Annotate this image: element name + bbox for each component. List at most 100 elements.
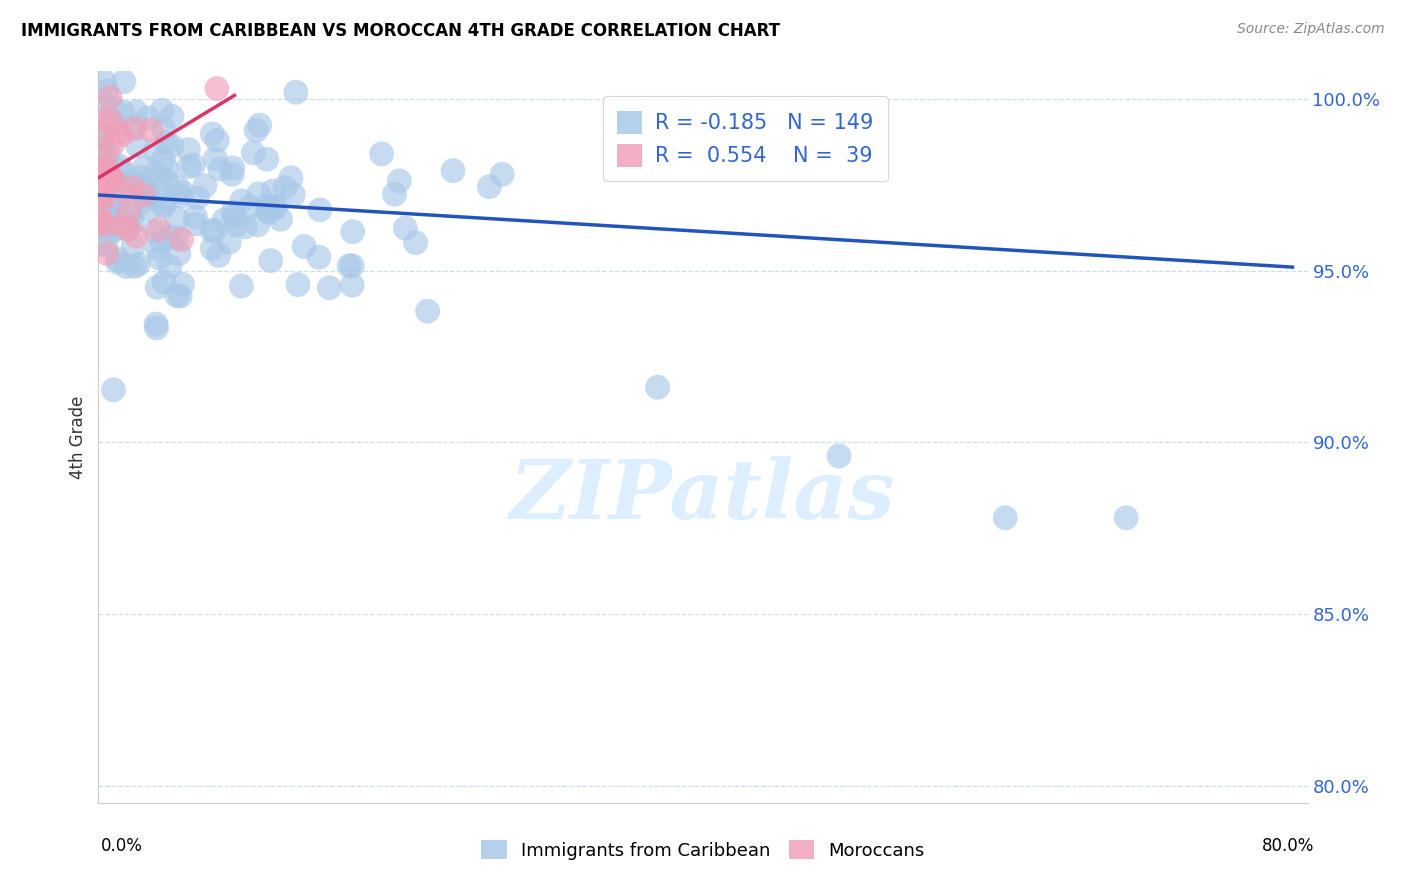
Point (416, 304, 439, 318)
Y-axis label: 4th Grade: 4th Grade (69, 395, 87, 479)
Point (127, 178, 149, 192)
Point (114, 218, 136, 232)
Point (103, 224, 125, 238)
Point (94, 149, 117, 163)
Point (104, 116, 127, 130)
Point (121, 181, 143, 195)
Point (152, 122, 174, 136)
Point (96, 161, 118, 176)
Point (166, 230, 188, 244)
Point (108, 159, 131, 173)
Point (292, 239, 315, 253)
Point (201, 241, 224, 255)
Point (340, 278, 363, 293)
Point (231, 194, 253, 208)
Point (146, 280, 169, 294)
Point (177, 160, 200, 174)
Point (132, 194, 155, 209)
Point (159, 260, 181, 274)
Point (214, 212, 236, 227)
Point (318, 280, 340, 294)
Point (170, 233, 193, 247)
Point (94, 238, 117, 252)
Point (89, 179, 111, 194)
Point (222, 205, 245, 219)
Point (136, 186, 159, 201)
Point (103, 199, 125, 213)
Point (309, 202, 332, 217)
Point (93, 112, 115, 126)
Point (146, 242, 169, 256)
Point (132, 187, 155, 202)
Point (139, 123, 162, 137)
Point (256, 203, 278, 218)
Point (103, 383, 125, 397)
Point (491, 167, 513, 181)
Point (172, 186, 194, 200)
Point (342, 259, 364, 273)
Point (167, 246, 190, 260)
Point (249, 118, 271, 132)
Point (121, 208, 143, 222)
Text: ZIPatlas: ZIPatlas (510, 456, 896, 535)
Point (284, 85, 307, 99)
Point (101, 205, 124, 219)
Point (257, 205, 280, 219)
Point (225, 218, 247, 232)
Point (96, 202, 118, 216)
Point (89, 144, 111, 158)
Point (156, 162, 179, 177)
Point (478, 179, 501, 194)
Point (218, 235, 240, 250)
Point (201, 127, 224, 141)
Point (224, 210, 246, 224)
Point (231, 279, 253, 293)
Point (370, 147, 392, 161)
Point (93, 192, 115, 206)
Point (274, 180, 297, 194)
Legend: R = -0.185   N = 149, R =  0.554    N =  39: R = -0.185 N = 149, R = 0.554 N = 39 (603, 96, 887, 181)
Point (260, 253, 283, 268)
Point (384, 187, 406, 202)
Point (283, 187, 305, 202)
Point (186, 191, 208, 205)
Point (91, 135, 114, 149)
Point (166, 179, 188, 194)
Point (110, 219, 132, 233)
Point (100, 114, 122, 128)
Point (166, 289, 188, 303)
Point (107, 178, 129, 192)
Point (242, 145, 264, 160)
Point (828, 449, 851, 463)
Point (101, 137, 124, 152)
Point (121, 174, 143, 188)
Point (148, 222, 170, 236)
Point (127, 138, 149, 153)
Point (93, 75, 115, 89)
Point (262, 184, 284, 198)
Point (143, 224, 166, 238)
Point (194, 178, 217, 193)
Point (388, 174, 411, 188)
Point (647, 380, 669, 394)
Text: 80.0%: 80.0% (1263, 837, 1315, 855)
Point (207, 133, 229, 147)
Point (184, 210, 207, 224)
Point (145, 321, 167, 335)
Point (208, 161, 231, 176)
Point (127, 257, 149, 271)
Point (994, 510, 1017, 524)
Point (169, 289, 191, 303)
Point (405, 235, 427, 250)
Point (125, 104, 148, 119)
Point (121, 216, 143, 230)
Point (256, 152, 278, 166)
Point (153, 198, 176, 212)
Point (135, 184, 157, 198)
Point (118, 205, 141, 219)
Point (184, 217, 207, 231)
Point (97, 147, 120, 161)
Point (287, 277, 309, 292)
Point (89, 159, 111, 173)
Point (112, 75, 135, 89)
